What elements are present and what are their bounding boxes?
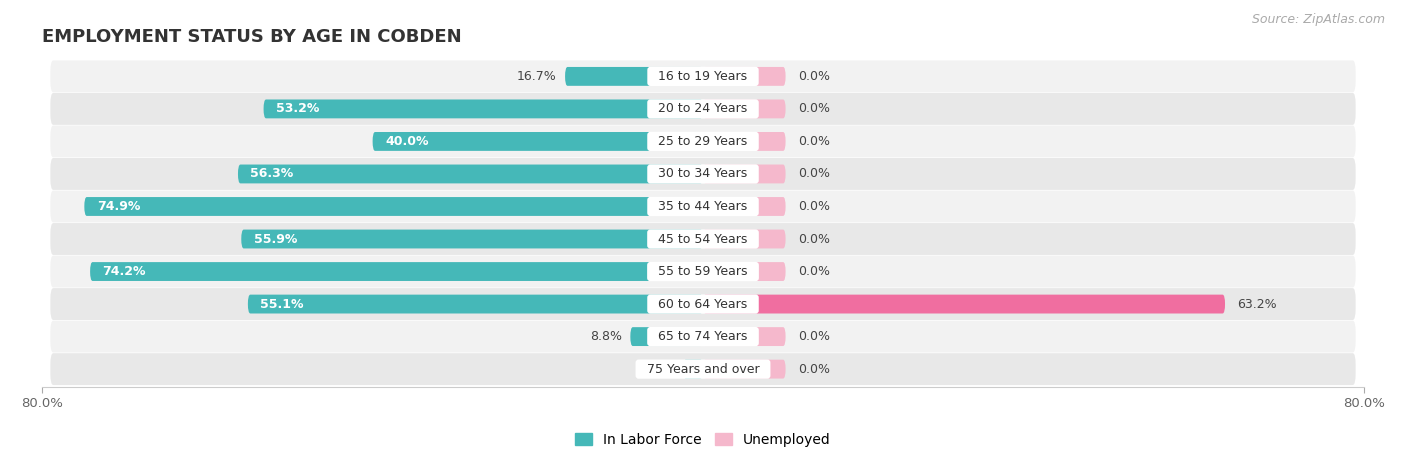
FancyBboxPatch shape — [51, 93, 1355, 125]
Text: 53.2%: 53.2% — [276, 103, 319, 115]
FancyBboxPatch shape — [373, 132, 703, 151]
Text: 25 to 29 Years: 25 to 29 Years — [651, 135, 755, 148]
FancyBboxPatch shape — [703, 165, 786, 184]
FancyBboxPatch shape — [51, 256, 1355, 288]
Text: Source: ZipAtlas.com: Source: ZipAtlas.com — [1251, 14, 1385, 27]
Text: 60 to 64 Years: 60 to 64 Years — [651, 297, 755, 310]
Text: 16.7%: 16.7% — [517, 70, 557, 83]
FancyBboxPatch shape — [247, 295, 703, 314]
FancyBboxPatch shape — [630, 327, 703, 346]
Text: 35 to 44 Years: 35 to 44 Years — [651, 200, 755, 213]
Text: 0.0%: 0.0% — [799, 167, 830, 180]
Text: 0.0%: 0.0% — [799, 70, 830, 83]
FancyBboxPatch shape — [51, 60, 1355, 92]
Text: 0.0%: 0.0% — [799, 330, 830, 343]
FancyBboxPatch shape — [703, 360, 786, 378]
Text: 45 to 54 Years: 45 to 54 Years — [651, 233, 755, 246]
Legend: In Labor Force, Unemployed: In Labor Force, Unemployed — [569, 427, 837, 450]
Text: 55.9%: 55.9% — [253, 233, 297, 246]
FancyBboxPatch shape — [51, 158, 1355, 190]
Text: 0.0%: 0.0% — [799, 233, 830, 246]
Text: 20 to 24 Years: 20 to 24 Years — [651, 103, 755, 115]
Text: 65 to 74 Years: 65 to 74 Years — [651, 330, 755, 343]
Text: 55 to 59 Years: 55 to 59 Years — [650, 265, 756, 278]
FancyBboxPatch shape — [703, 230, 786, 248]
Text: 0.0%: 0.0% — [799, 135, 830, 148]
FancyBboxPatch shape — [565, 67, 703, 86]
Text: 0.0%: 0.0% — [799, 200, 830, 213]
FancyBboxPatch shape — [51, 126, 1355, 158]
FancyBboxPatch shape — [703, 99, 786, 118]
FancyBboxPatch shape — [703, 295, 1225, 314]
Text: 55.1%: 55.1% — [260, 297, 304, 310]
FancyBboxPatch shape — [238, 165, 703, 184]
FancyBboxPatch shape — [703, 327, 786, 346]
FancyBboxPatch shape — [51, 190, 1355, 222]
Text: 74.9%: 74.9% — [97, 200, 141, 213]
FancyBboxPatch shape — [242, 230, 703, 248]
FancyBboxPatch shape — [703, 197, 786, 216]
Text: 30 to 34 Years: 30 to 34 Years — [651, 167, 755, 180]
FancyBboxPatch shape — [51, 353, 1355, 385]
Text: 74.2%: 74.2% — [103, 265, 146, 278]
Text: 75 Years and over: 75 Years and over — [638, 363, 768, 376]
FancyBboxPatch shape — [703, 132, 786, 151]
Text: 8.8%: 8.8% — [591, 330, 621, 343]
Text: 2.4%: 2.4% — [643, 363, 675, 376]
FancyBboxPatch shape — [84, 197, 703, 216]
FancyBboxPatch shape — [703, 262, 786, 281]
Text: 40.0%: 40.0% — [385, 135, 429, 148]
FancyBboxPatch shape — [51, 321, 1355, 352]
Text: 56.3%: 56.3% — [250, 167, 294, 180]
Text: 0.0%: 0.0% — [799, 265, 830, 278]
Text: 0.0%: 0.0% — [799, 103, 830, 115]
Text: 16 to 19 Years: 16 to 19 Years — [651, 70, 755, 83]
FancyBboxPatch shape — [51, 223, 1355, 255]
FancyBboxPatch shape — [703, 67, 786, 86]
FancyBboxPatch shape — [51, 288, 1355, 320]
FancyBboxPatch shape — [263, 99, 703, 118]
FancyBboxPatch shape — [90, 262, 703, 281]
Text: 63.2%: 63.2% — [1237, 297, 1277, 310]
Text: 0.0%: 0.0% — [799, 363, 830, 376]
Text: EMPLOYMENT STATUS BY AGE IN COBDEN: EMPLOYMENT STATUS BY AGE IN COBDEN — [42, 28, 461, 46]
FancyBboxPatch shape — [683, 360, 703, 378]
